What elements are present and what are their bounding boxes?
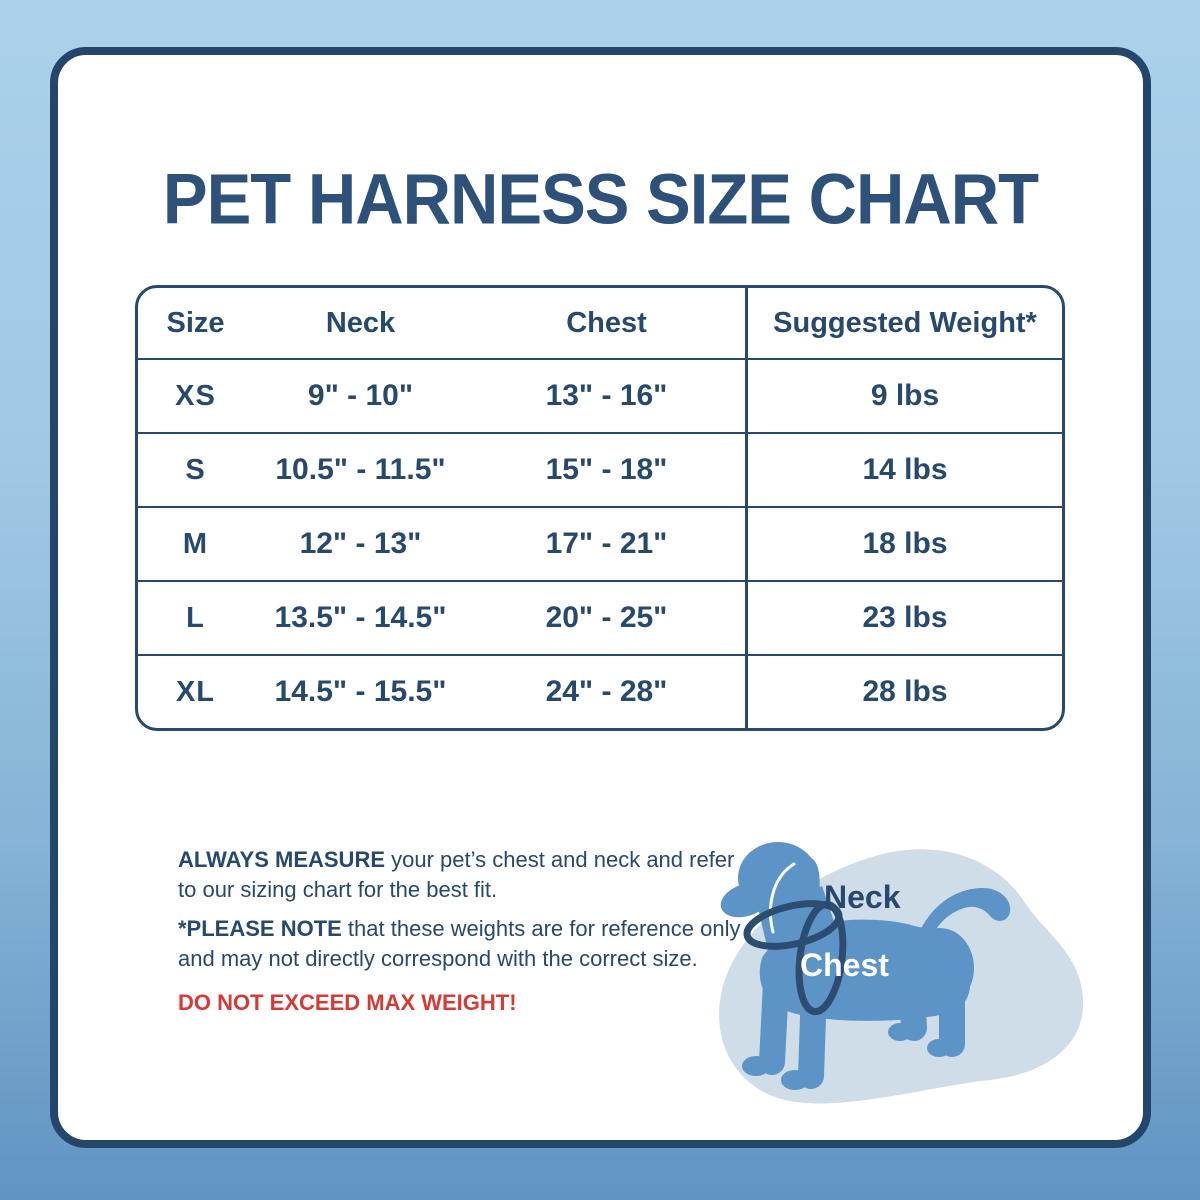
- chest-measure-loop: [795, 900, 847, 1016]
- table-cell: L: [138, 580, 253, 654]
- page-title: PET HARNESS SIZE CHART: [162, 159, 1039, 240]
- table-cell: 9 lbs: [745, 358, 1062, 432]
- size-table: Size Neck Chest Suggested Weight* XS 9" …: [135, 285, 1065, 731]
- table-cell: S: [138, 432, 253, 506]
- column-header-size: Size: [166, 306, 225, 339]
- chest-label: Chest: [800, 947, 889, 983]
- max-weight-warning: DO NOT EXCEED MAX WEIGHT!: [178, 990, 517, 1015]
- table-cell: XL: [138, 654, 253, 728]
- table-cell: 10.5" - 11.5": [253, 432, 468, 506]
- please-note-lead: *PLEASE NOTE: [178, 916, 342, 941]
- sizing-notes: ALWAYS MEASURE your pet’s chest and neck…: [178, 845, 748, 1027]
- table-cell: 13" - 16": [468, 358, 745, 432]
- table-cell: 28 lbs: [745, 654, 1062, 728]
- table-cell: XS: [138, 358, 253, 432]
- size-chart-card: PET HARNESS SIZE CHART Size Neck Chest S…: [50, 47, 1151, 1148]
- table-cell: 15" - 18": [468, 432, 745, 506]
- column-header-weight: Suggested Weight*: [745, 288, 1062, 358]
- measure-note-text: your pet’s chest and neck and refer to o…: [178, 847, 735, 902]
- neck-label: Neck: [824, 879, 901, 915]
- table-cell: 20" - 25": [468, 580, 745, 654]
- ear-outline: [769, 862, 796, 934]
- table-cell: M: [138, 506, 253, 580]
- please-note-text: that these weights are for reference onl…: [178, 916, 741, 971]
- table-cell: 14 lbs: [745, 432, 1062, 506]
- column-header-chest: Chest: [566, 306, 647, 339]
- table-cell: 18 lbs: [745, 506, 1062, 580]
- table-cell: 12" - 13": [253, 506, 468, 580]
- measure-note-lead: ALWAYS MEASURE: [178, 847, 386, 872]
- table-cell: 24" - 28": [468, 654, 745, 728]
- table-cell: 9" - 10": [253, 358, 468, 432]
- column-header-neck: Neck: [325, 306, 396, 339]
- table-cell: 14.5" - 15.5": [253, 654, 468, 728]
- dog-illustration: Neck Chest: [690, 818, 1090, 1118]
- table-cell: 23 lbs: [745, 580, 1062, 654]
- please-note: *PLEASE NOTE that these weights are for …: [178, 914, 748, 974]
- measure-note: ALWAYS MEASURE your pet’s chest and neck…: [178, 845, 748, 905]
- table-cell: 17" - 21": [468, 506, 745, 580]
- table-cell: 13.5" - 14.5": [253, 580, 468, 654]
